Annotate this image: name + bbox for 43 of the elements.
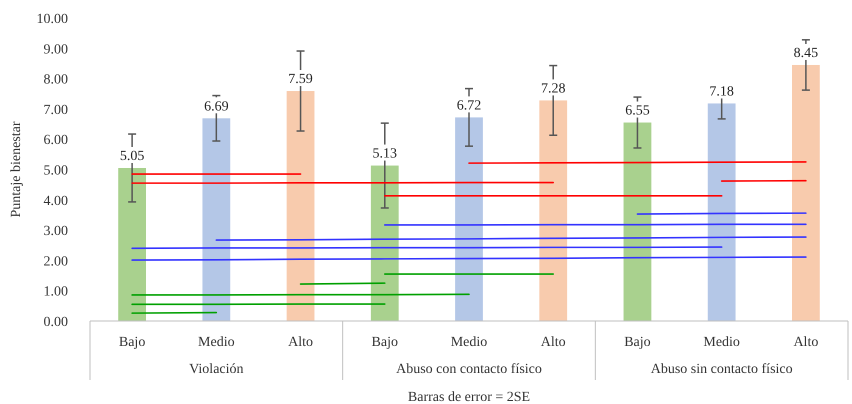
- y-tick-label: 5.00: [44, 164, 68, 178]
- y-tick-label: 4.00: [44, 194, 68, 209]
- y-tick-label: 2.00: [44, 254, 68, 270]
- x-tick-label: Alto: [540, 335, 566, 350]
- data-label: 8.45: [794, 46, 818, 61]
- data-label: 6.69: [204, 99, 229, 114]
- bar: [455, 117, 483, 321]
- y-tick-label: 10.00: [36, 12, 68, 27]
- x-tick-label: Alto: [288, 335, 313, 350]
- bar: [792, 64, 820, 321]
- data-label: 5.13: [372, 146, 398, 162]
- y-tick-label: 6.00: [44, 133, 68, 148]
- x-tick-label: Medio: [198, 335, 235, 350]
- data-label: 6.72: [456, 98, 482, 114]
- y-tick-label: 3.00: [44, 224, 68, 240]
- data-label: 7.18: [709, 84, 734, 100]
- data-label: 7.28: [540, 81, 566, 96]
- bar: [286, 91, 314, 321]
- data-label: 5.05: [120, 148, 144, 164]
- x-tick-label: Alto: [793, 335, 818, 350]
- y-tick-label: 8.00: [44, 72, 68, 88]
- data-label: 7.59: [288, 72, 313, 88]
- y-tick-label: 7.00: [44, 102, 68, 118]
- bar: [708, 103, 736, 321]
- bar: [624, 122, 652, 321]
- y-tick-label: 0.00: [44, 315, 68, 330]
- bar: [370, 166, 399, 321]
- x-tick-label: Bajo: [624, 335, 651, 350]
- y-tick-label: 1.00: [44, 284, 68, 300]
- x-tick-label: Medio: [450, 335, 488, 350]
- text: Abuso sin contacto físico: [650, 362, 793, 377]
- x-tick-label: Bajo: [372, 335, 398, 350]
- text: Abuso con contacto físico: [396, 362, 542, 377]
- text: Violación: [189, 362, 244, 377]
- data-label: 6.55: [625, 104, 650, 119]
- y-tick-label: 9.00: [44, 42, 68, 58]
- bar: [539, 100, 568, 321]
- text: Barras de error = 2SE: [408, 390, 530, 404]
- bar: [202, 118, 230, 321]
- bar: [118, 168, 146, 321]
- x-tick-label: Bajo: [118, 335, 146, 350]
- x-tick-label: Medio: [703, 335, 740, 350]
- y-axis-title: Puntaje bienestar: [9, 121, 24, 218]
